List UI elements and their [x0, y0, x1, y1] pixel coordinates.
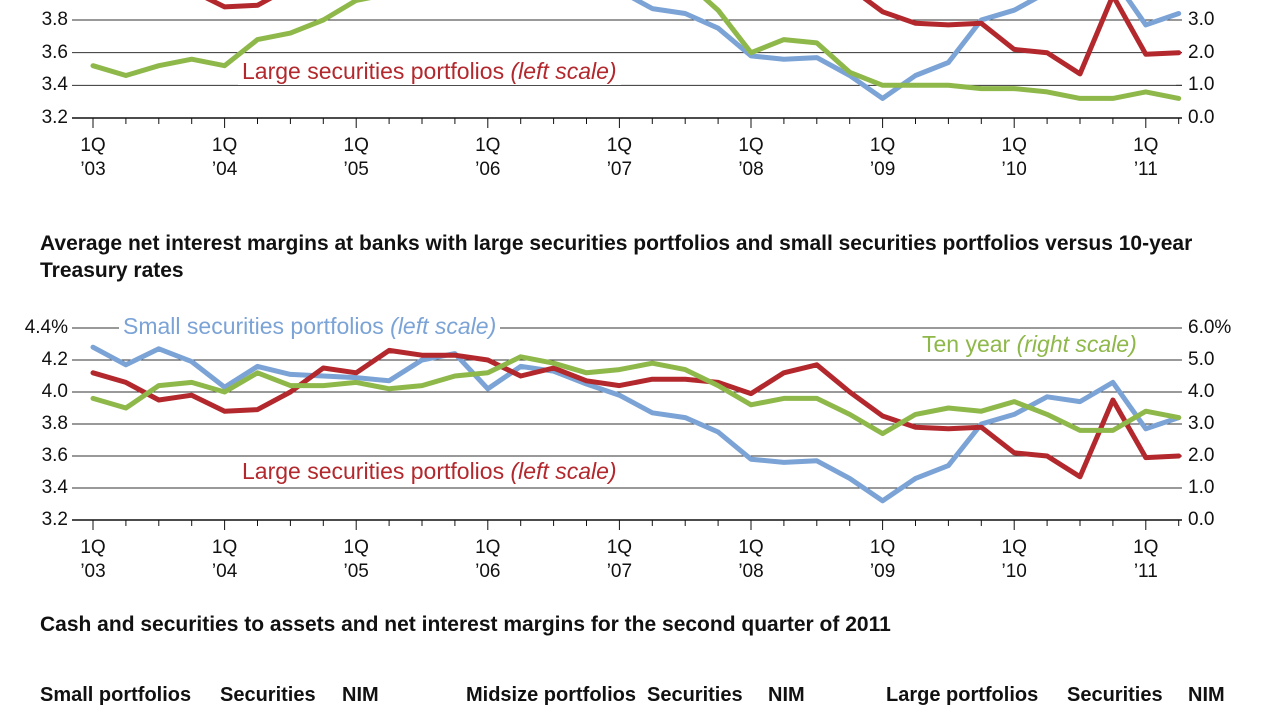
table-header: Securities — [647, 684, 743, 706]
y-tick-label: 3.4 — [41, 477, 68, 498]
table-header: Securities — [220, 684, 316, 706]
legend-note: (left scale) — [390, 313, 497, 339]
series-line — [90, 354, 1182, 437]
legend-name: Ten year — [922, 331, 1011, 357]
y2-tick-label: 3.0 — [1188, 9, 1215, 30]
y-tick-label: 3.8 — [41, 9, 68, 30]
y-tick-label: 3.6 — [41, 445, 68, 466]
series-line — [90, 344, 1182, 504]
x-tick-label: 1Q ’09 — [869, 135, 896, 180]
table-header: NIM — [1188, 684, 1225, 706]
x-tick-label: 1Q ’06 — [475, 537, 501, 582]
y-tick-label: 4.2 — [41, 349, 68, 370]
series-line — [90, 347, 1182, 480]
y-tick-label: 4.0 — [41, 381, 68, 402]
table-title: Cash and securities to assets and net in… — [40, 613, 891, 636]
y-tick-label: 3.2 — [41, 509, 68, 530]
y2-tick-label: 1.0 — [1188, 74, 1215, 96]
x-tick-label: 1Q ’08 — [738, 135, 764, 180]
x-tick-label: 1Q ’06 — [475, 135, 501, 180]
x-tick-label: 1Q ’08 — [738, 537, 764, 582]
y2-tick-label: 4.0 — [1188, 381, 1215, 402]
legend-label: Large securities portfolios (left scale) — [238, 58, 621, 85]
y-tick-label: 3.8 — [41, 413, 68, 434]
y2-tick-label: 1.0 — [1188, 477, 1215, 498]
table-header: NIM — [342, 684, 379, 706]
x-tick-label: 1Q ’05 — [343, 537, 369, 582]
legend-label: Ten year (right scale) — [918, 331, 1141, 358]
x-tick-label: 1Q ’09 — [869, 537, 896, 582]
legend-name: Small securities portfolios — [123, 313, 384, 339]
x-tick-label: 1Q ’07 — [606, 135, 633, 180]
x-tick-label: 1Q ’10 — [1001, 135, 1027, 180]
table-header: NIM — [768, 684, 805, 706]
x-tick-label: 1Q ’10 — [1001, 537, 1027, 582]
series-line — [631, 0, 1182, 101]
legend-note: (right scale) — [1016, 331, 1137, 357]
legend-name: Large securities portfolios — [242, 458, 505, 484]
table-header: Large portfolios — [886, 684, 1039, 706]
table-header: Small portfolios — [40, 684, 192, 706]
table-header: Securities — [1067, 684, 1163, 706]
y-tick-label: 3.2 — [41, 107, 68, 128]
y2-tick-label: 0.0 — [1188, 107, 1215, 128]
x-tick-label: 1Q ’07 — [606, 537, 633, 582]
series-line — [90, 0, 1182, 101]
x-tick-label: 1Q ’04 — [211, 537, 238, 582]
x-tick-label: 1Q ’11 — [1133, 135, 1159, 180]
chart-title: Average net interest margins at banks wi… — [40, 232, 1193, 282]
x-tick-label: 1Q ’04 — [211, 135, 238, 180]
y2-tick-label: 5.0 — [1188, 349, 1215, 370]
legend-note: (left scale) — [510, 458, 617, 484]
y-tick-label: 3.4 — [41, 74, 68, 96]
table-header: Midsize portfolios — [466, 684, 636, 706]
y2-tick-label: 0.0 — [1188, 509, 1215, 530]
y2-tick-label: 2.0 — [1188, 41, 1215, 63]
y-tick-label: 3.6 — [41, 41, 68, 63]
y2-tick-label: 2.0 — [1188, 445, 1215, 466]
legend-label: Large securities portfolios (left scale) — [238, 458, 621, 485]
x-tick-label: 1Q ’03 — [80, 537, 106, 582]
legend-note: (left scale) — [510, 58, 617, 84]
y2-tick-label: 6.0% — [1188, 317, 1232, 338]
y2-tick-label: 3.0 — [1188, 413, 1215, 434]
y-tick-label: 4.4% — [24, 317, 68, 338]
x-tick-label: 1Q ’03 — [80, 135, 106, 180]
series-line — [205, 0, 1182, 77]
x-tick-label: 1Q ’05 — [343, 135, 369, 180]
legend-name: Large securities portfolios — [242, 58, 505, 84]
legend-label: Small securities portfolios (left scale) — [119, 313, 501, 340]
x-tick-label: 1Q ’11 — [1133, 537, 1159, 582]
